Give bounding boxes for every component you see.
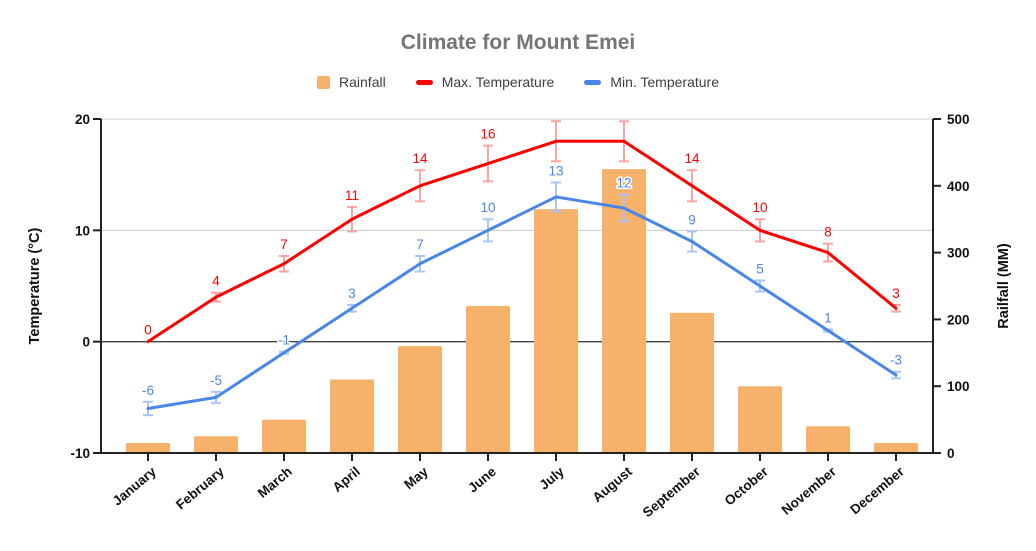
- gridlines: [101, 118, 933, 343]
- rainfall-swatch-icon: [317, 75, 331, 89]
- month-label: October: [722, 463, 772, 508]
- point-label: 9: [688, 212, 696, 227]
- max-temp-line-group: [146, 139, 898, 344]
- legend-label: Max. Temperature: [441, 74, 555, 90]
- month-labels: January February March April May June July Augu…: [110, 463, 908, 520]
- month-label: March: [255, 464, 295, 501]
- month-label: December: [847, 463, 907, 517]
- month-label: July: [537, 463, 568, 492]
- min-temp-error-bars: [143, 181, 901, 417]
- max-temperature-swatch-icon: [415, 79, 433, 85]
- rainfall-bars: [126, 169, 918, 453]
- month-label: September: [640, 463, 704, 520]
- min-temp-point-labels: -6 -5 -1 3 7 10 13 12 9 5 1 -3: [140, 162, 903, 399]
- right-tick-label: 400: [947, 179, 970, 194]
- rainfall-bar: [602, 169, 646, 453]
- month-label: August: [590, 463, 636, 505]
- left-tick-label: 0: [82, 335, 90, 350]
- point-label: 3: [892, 286, 900, 301]
- min-temperature-swatch-icon: [584, 79, 602, 85]
- chart-title: Climate for Mount Emei: [400, 31, 636, 54]
- month-label: June: [465, 463, 499, 495]
- max-temp-point-labels: 0 4 7 11 14 16 14 10 8 3: [143, 125, 902, 339]
- legend-item-max-temperature: Max. Temperature: [415, 74, 555, 90]
- right-tick-label: 500: [947, 112, 970, 127]
- point-label: 14: [412, 151, 428, 166]
- legend-item-min-temperature: Min. Temperature: [584, 74, 719, 90]
- right-axis-title: Railfall (MM): [996, 243, 1012, 329]
- point-label: -6: [142, 383, 154, 398]
- axis-ticks: [93, 118, 941, 461]
- rainfall-bar: [398, 346, 442, 453]
- rainfall-bar: [466, 306, 510, 453]
- month-label: April: [330, 464, 363, 495]
- left-axis-title: Temperature (°C): [27, 227, 43, 344]
- point-label: 10: [752, 200, 767, 215]
- right-tick-label: 200: [947, 312, 970, 327]
- legend-item-rainfall: Rainfall: [317, 74, 386, 90]
- right-tick-label: 300: [947, 246, 970, 261]
- max-temp-line: [146, 139, 898, 344]
- chart-legend: Rainfall Max. Temperature Min. Temperatu…: [0, 74, 1036, 90]
- point-label: 11: [345, 188, 359, 203]
- point-label: 7: [280, 237, 288, 252]
- rainfall-bar: [194, 436, 238, 453]
- point-label: -1: [278, 333, 290, 348]
- legend-label: Rainfall: [339, 74, 386, 90]
- month-label: November: [779, 463, 840, 517]
- point-label: -3: [890, 353, 902, 368]
- rainfall-bar: [534, 209, 578, 453]
- axis-titles: Temperature (°C) Railfall (MM): [27, 227, 1012, 344]
- left-tick-label: -10: [70, 446, 90, 461]
- left-tick-label: 20: [75, 112, 90, 127]
- left-tick-label: 10: [75, 223, 90, 238]
- rainfall-bar: [738, 386, 782, 453]
- axes: [93, 119, 941, 454]
- rainfall-bar: [330, 379, 374, 453]
- point-label: 16: [480, 127, 495, 142]
- point-label: 4: [212, 274, 220, 289]
- month-label: January: [110, 463, 160, 508]
- point-label: 1: [824, 310, 832, 325]
- legend-label: Min. Temperature: [610, 74, 719, 90]
- rainfall-bar: [262, 419, 306, 453]
- month-label: February: [173, 463, 227, 512]
- point-label: 7: [416, 237, 424, 252]
- point-label: 3: [348, 286, 356, 301]
- point-label: 14: [684, 151, 700, 166]
- rainfall-bar: [806, 426, 850, 453]
- rainfall-bar: [874, 442, 918, 453]
- point-label: -5: [210, 373, 222, 388]
- rainfall-bar: [670, 312, 714, 453]
- point-label: 13: [548, 163, 563, 178]
- month-label: May: [401, 463, 431, 492]
- right-tick-label: 0: [947, 446, 955, 461]
- point-label: 12: [616, 176, 631, 191]
- min-temp-line-group: [146, 195, 898, 410]
- min-temp-line: [146, 195, 898, 410]
- point-label: 8: [824, 225, 832, 240]
- point-label: 0: [144, 323, 152, 338]
- right-tick-label: 100: [947, 379, 970, 394]
- point-label: 5: [756, 261, 764, 276]
- point-label: 10: [480, 200, 495, 215]
- rainfall-bar: [126, 442, 170, 453]
